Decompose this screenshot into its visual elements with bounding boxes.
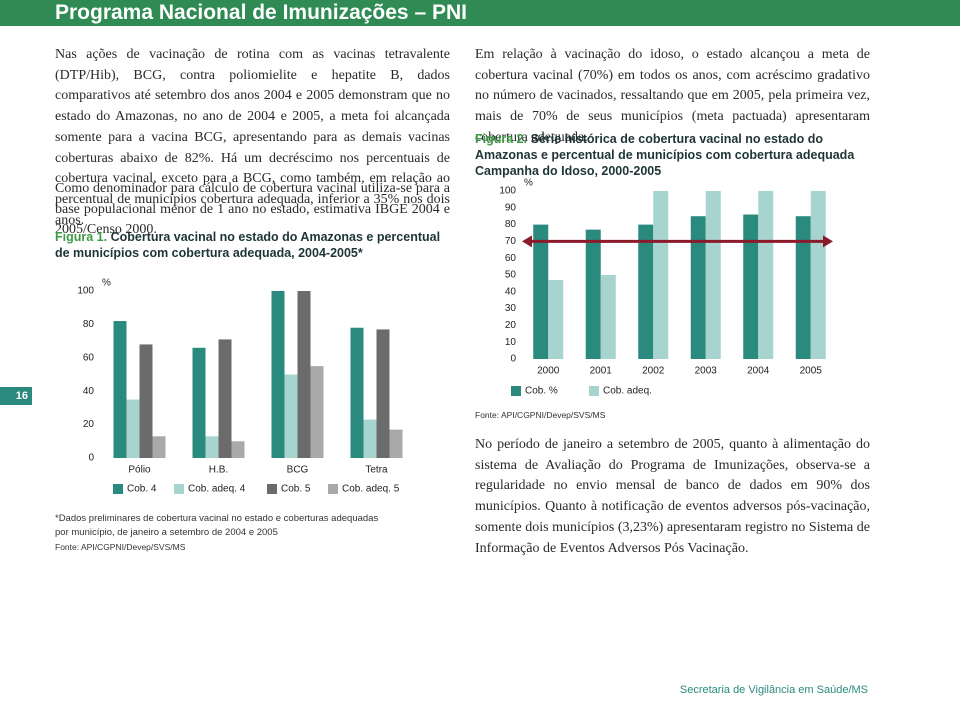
bar (363, 419, 377, 458)
x-tick-label: 2004 (747, 366, 770, 377)
bar (389, 429, 403, 458)
legend-swatch (267, 484, 277, 494)
header-title: Programa Nacional de Imunizações – PNI (55, 1, 467, 24)
y-tick-label: 100 (77, 286, 94, 297)
figure-label: Figura 1. (55, 230, 108, 244)
legend-label: Cob. adeq. 4 (188, 484, 246, 495)
bar (310, 366, 324, 458)
bar (743, 214, 759, 359)
bar (548, 280, 564, 359)
y-unit: % (102, 278, 111, 289)
y-tick-label: 60 (505, 253, 517, 264)
y-tick-label: 30 (505, 303, 517, 314)
x-tick-label: BCG (287, 465, 309, 476)
bar (585, 229, 601, 359)
paragraph: No período de janeiro a setembro de 2005… (475, 437, 870, 556)
paragraph: Nas ações de vacinação de rotina com as … (55, 47, 450, 228)
x-tick-label: 2003 (695, 366, 718, 377)
figure-label: Figura 2. (475, 132, 528, 146)
y-tick-label: 20 (83, 419, 95, 430)
bar (653, 191, 669, 359)
legend-swatch (511, 386, 521, 396)
bar (192, 347, 206, 458)
bar (218, 339, 232, 458)
x-tick-label: 2005 (800, 366, 823, 377)
bar (297, 291, 311, 458)
y-tick-label: 60 (83, 352, 95, 363)
y-tick-label: 80 (83, 319, 95, 330)
bar (638, 224, 654, 359)
x-tick-label: Tetra (365, 465, 388, 476)
y-tick-label: 70 (505, 236, 517, 247)
bar (533, 224, 549, 359)
bar (690, 216, 706, 359)
y-tick-label: 50 (505, 270, 517, 281)
bar (113, 321, 127, 458)
legend-label: Cob. adeq. (603, 386, 652, 397)
header-bar (0, 0, 960, 26)
caption-text: Série histórica de cobertura vacinal no … (475, 132, 855, 178)
bar (284, 374, 298, 458)
bar (705, 191, 721, 359)
y-tick-label: 40 (505, 286, 517, 297)
paragraph: Como denominador para cálculo de cobertu… (55, 181, 450, 238)
y-tick-label: 0 (88, 453, 94, 464)
legend-label: Cob. adeq. 5 (342, 484, 400, 495)
figure-caption: Figura 1. Cobertura vacinal no estado do… (55, 229, 450, 261)
bar (600, 275, 616, 359)
y-tick-label: 100 (499, 186, 516, 197)
y-tick-label: 80 (505, 219, 517, 230)
x-tick-label: Pólio (128, 465, 151, 476)
x-tick-label: H.B. (209, 465, 228, 476)
x-tick-label: 2001 (590, 366, 613, 377)
paragraph: Em relação à vacinação do idoso, o estad… (475, 47, 870, 145)
x-tick-label: 2002 (642, 366, 665, 377)
bar (758, 191, 774, 359)
y-tick-label: 0 (510, 354, 516, 365)
source: Fonte: API/CGPNI/Devep/SVS/MS (55, 542, 186, 552)
legend-swatch (113, 484, 123, 494)
caption-text: Cobertura vacinal no estado do Amazonas … (55, 230, 441, 260)
y-unit: % (524, 178, 533, 189)
bar (795, 216, 811, 359)
bar (810, 191, 826, 359)
arrow-head (522, 235, 532, 248)
bar (271, 291, 285, 458)
x-tick-label: 2000 (537, 366, 560, 377)
y-tick-label: 90 (505, 202, 517, 213)
page-number: 16 (0, 387, 32, 405)
legend-swatch (589, 386, 599, 396)
bar (376, 329, 390, 458)
bar (205, 436, 219, 458)
bar (152, 436, 166, 458)
y-tick-label: 20 (505, 320, 517, 331)
bar (231, 441, 245, 458)
bar (350, 327, 364, 458)
bar (139, 344, 153, 458)
footer: Secretaria de Vigilância em Saúde/MS (679, 684, 868, 696)
legend-label: Cob. 4 (127, 484, 157, 495)
legend-swatch (174, 484, 184, 494)
legend-swatch (328, 484, 338, 494)
arrow-head (823, 235, 833, 248)
source: Fonte: API/CGPNI/Devep/SVS/MS (475, 410, 606, 420)
y-tick-label: 40 (83, 386, 95, 397)
figure-caption: Figura 2. Série histórica de cobertura v… (475, 131, 870, 179)
bar (126, 399, 140, 458)
legend-label: Cob. 5 (281, 484, 311, 495)
legend-label: Cob. % (525, 386, 558, 397)
footnote: *Dados preliminares de cobertura vacinal… (55, 513, 379, 538)
y-tick-label: 10 (505, 337, 517, 348)
